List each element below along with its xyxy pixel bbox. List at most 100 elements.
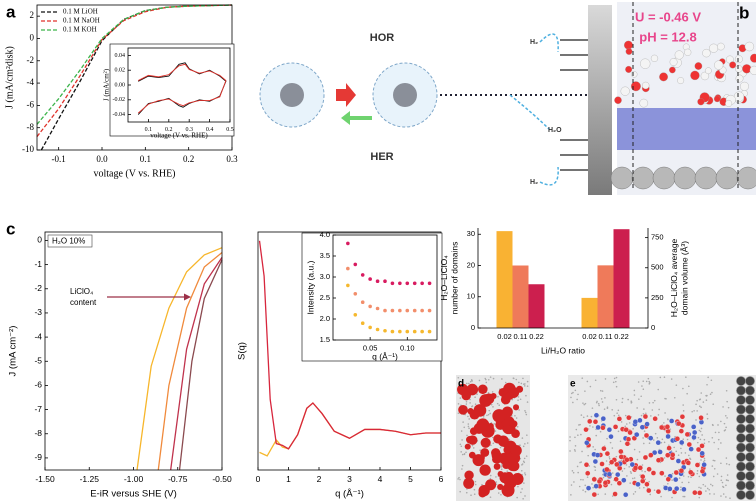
atom xyxy=(673,446,675,449)
y-axis-label: J (mA/cm²disk) xyxy=(4,46,15,109)
atom xyxy=(722,493,725,495)
atom xyxy=(522,377,524,380)
atom xyxy=(515,417,518,419)
atom xyxy=(523,383,525,386)
atom xyxy=(495,476,497,478)
y-tick-label: 3.0 xyxy=(320,272,330,281)
atom xyxy=(700,487,702,489)
x-tick-label: 1 xyxy=(286,474,291,484)
atom xyxy=(698,405,701,407)
panel-label: a xyxy=(6,2,16,21)
atom xyxy=(519,444,521,447)
atom xyxy=(629,470,632,473)
atom xyxy=(578,485,581,488)
atom xyxy=(702,401,705,403)
atom xyxy=(457,412,460,414)
atom xyxy=(463,426,466,429)
atom xyxy=(697,98,705,106)
atom xyxy=(736,423,746,434)
atom xyxy=(576,398,578,401)
y-tick-label: -9 xyxy=(34,452,42,462)
atom xyxy=(611,408,614,411)
atom xyxy=(471,380,473,382)
atom xyxy=(615,398,618,401)
atom xyxy=(702,483,705,486)
atom xyxy=(524,495,526,497)
atom xyxy=(501,378,503,380)
atom xyxy=(629,461,635,468)
atom xyxy=(471,405,473,408)
data-point xyxy=(375,306,380,311)
atom xyxy=(502,461,510,469)
y-tick-label: 30 xyxy=(467,229,475,238)
atom xyxy=(596,400,598,403)
atom xyxy=(634,490,637,493)
y-tick-label: 3.5 xyxy=(320,251,330,260)
data-point xyxy=(412,308,417,313)
atom xyxy=(503,446,511,454)
atom xyxy=(460,451,462,453)
atom xyxy=(604,466,610,473)
y-tick-label: -1 xyxy=(34,259,42,269)
data-point xyxy=(375,327,380,332)
atom xyxy=(573,481,575,483)
atom xyxy=(646,466,652,472)
atom xyxy=(497,395,499,398)
atom xyxy=(725,426,727,429)
atom xyxy=(689,458,692,460)
atom xyxy=(745,385,755,396)
atom xyxy=(630,472,633,474)
arrow xyxy=(341,111,372,125)
atom xyxy=(621,401,623,404)
data-point xyxy=(427,281,432,286)
atom xyxy=(497,483,504,490)
data-point xyxy=(368,325,372,330)
y-tick-label: -6 xyxy=(34,380,42,390)
atom xyxy=(569,439,571,442)
atom xyxy=(615,455,618,458)
chart: 0.1 0.2 0.3 0.4 0.5 -0.04 -0.02 0.00 0.02 0.04 vol… xyxy=(103,43,235,140)
atom xyxy=(490,403,493,406)
data-point xyxy=(346,266,350,271)
series-line xyxy=(137,63,227,114)
atom xyxy=(521,437,524,439)
atom xyxy=(500,468,503,470)
y-tick-label: 20 xyxy=(467,260,475,269)
atom xyxy=(524,473,527,476)
atom xyxy=(584,402,587,405)
x-tick-label: 0.4 xyxy=(206,127,214,133)
atom xyxy=(632,419,639,425)
atom xyxy=(617,409,620,412)
atom xyxy=(740,81,749,91)
data-point xyxy=(360,300,365,305)
atom xyxy=(667,482,669,485)
atom xyxy=(471,444,474,447)
atom xyxy=(631,71,638,78)
atom xyxy=(663,457,666,459)
atom xyxy=(624,40,633,50)
y-tick-label: 0.00 xyxy=(115,82,126,88)
atom xyxy=(635,481,641,487)
atom xyxy=(707,376,709,379)
data-point xyxy=(390,308,395,313)
atom xyxy=(572,471,575,474)
atom xyxy=(627,398,629,401)
atom xyxy=(652,401,654,404)
atom xyxy=(468,427,470,430)
atom xyxy=(736,471,746,481)
x-tick-label: 3 xyxy=(347,474,352,484)
atom xyxy=(604,450,611,457)
density-band xyxy=(617,108,756,150)
data-point xyxy=(427,308,432,313)
atom xyxy=(652,166,676,190)
atom xyxy=(586,476,589,478)
atom xyxy=(648,402,651,404)
atom xyxy=(461,468,463,470)
atom xyxy=(726,400,728,403)
atom xyxy=(667,486,673,492)
atom xyxy=(478,489,487,498)
x-tick-label: 0.11 xyxy=(513,332,527,341)
atom xyxy=(583,462,590,468)
atom xyxy=(521,488,523,490)
data-point xyxy=(398,308,402,313)
